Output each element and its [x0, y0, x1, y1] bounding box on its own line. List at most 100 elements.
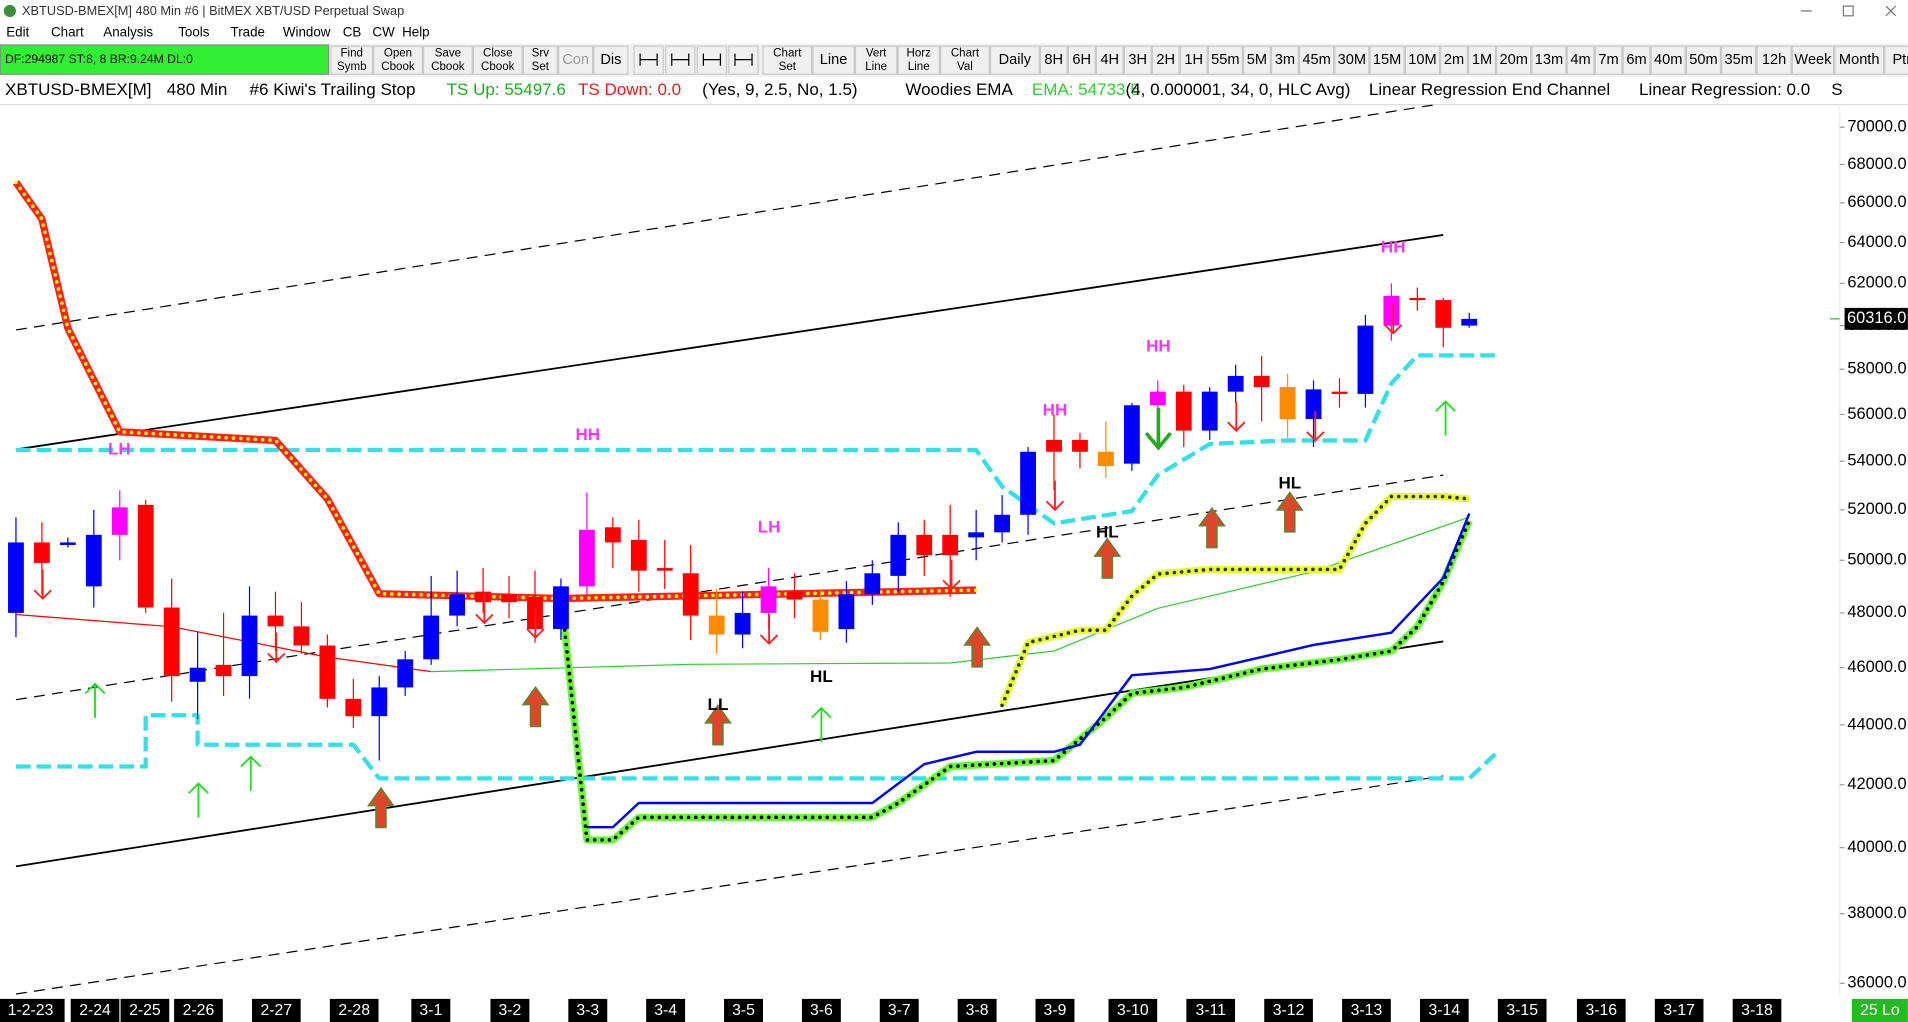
button-label[interactable]: Cbook: [431, 61, 465, 73]
button-label[interactable]: 1H: [1184, 52, 1203, 68]
button-label[interactable]: Month: [1839, 52, 1880, 68]
button-label[interactable]: Ptr: [1892, 52, 1908, 68]
toolbar-button[interactable]: [762, 45, 813, 75]
menu-item[interactable]: Help: [402, 24, 430, 39]
icon-glyph[interactable]: [734, 53, 753, 66]
button-label[interactable]: 1M: [1472, 52, 1492, 68]
toolbar-button[interactable]: [1496, 45, 1532, 75]
button-label[interactable]: Week: [1794, 52, 1832, 68]
button-label[interactable]: 15M: [1373, 52, 1401, 68]
menu-item[interactable]: Analysis: [103, 24, 153, 39]
toolbar-button[interactable]: [422, 45, 473, 75]
toolbar-button[interactable]: [1834, 45, 1885, 75]
window-controls[interactable]: [1800, 5, 1897, 17]
toolbar-button[interactable]: [1039, 45, 1068, 75]
button-label[interactable]: 35m: [1725, 52, 1753, 68]
toolbar-button[interactable]: [1334, 45, 1370, 75]
icon-glyph[interactable]: [639, 53, 658, 66]
toolbar-button[interactable]: [1095, 45, 1124, 75]
button-label[interactable]: 3m: [1275, 52, 1295, 68]
toolbar-button[interactable]: [557, 45, 594, 75]
toolbar-button[interactable]: [940, 45, 990, 75]
menu-item[interactable]: Edit: [6, 24, 29, 39]
button-label[interactable]: 6H: [1072, 52, 1091, 68]
button-label[interactable]: Chart: [951, 48, 980, 60]
button-label[interactable]: 50m: [1689, 52, 1717, 68]
button-label[interactable]: 13m: [1535, 52, 1563, 68]
toolbar-button[interactable]: [989, 45, 1040, 75]
button-label[interactable]: Val: [957, 61, 973, 73]
icon-glyph[interactable]: [702, 53, 722, 66]
button-label[interactable]: 20m: [1499, 52, 1527, 68]
button-label[interactable]: Cbook: [481, 61, 515, 73]
toolbar-button[interactable]: [1369, 45, 1405, 75]
button-label[interactable]: 4H: [1100, 52, 1119, 68]
button-label[interactable]: Vert: [866, 48, 887, 60]
button-label[interactable]: Open: [384, 48, 412, 60]
button-label[interactable]: 4m: [1570, 52, 1590, 68]
close[interactable]: [1885, 5, 1897, 17]
button-label[interactable]: Line: [865, 61, 887, 73]
menu-item[interactable]: CW: [372, 24, 395, 39]
button-label[interactable]: Set: [532, 61, 550, 73]
toolbar-button[interactable]: [1721, 45, 1757, 75]
toolbar-button[interactable]: [1685, 45, 1722, 75]
button-label[interactable]: 30M: [1338, 52, 1366, 68]
button-label[interactable]: 2H: [1156, 52, 1175, 68]
toolbar-button[interactable]: [1622, 45, 1651, 75]
toolbar-button[interactable]: [1151, 45, 1180, 75]
menu-item[interactable]: Trade: [231, 24, 265, 39]
toolbar-button[interactable]: [1404, 45, 1441, 75]
button-label[interactable]: Daily: [999, 52, 1032, 68]
button-label[interactable]: Chart: [773, 48, 802, 60]
toolbar-button[interactable]: [1179, 45, 1208, 75]
toolbar-button[interactable]: [1207, 45, 1243, 75]
menu-item[interactable]: Tools: [178, 24, 210, 39]
button-label[interactable]: 8H: [1044, 52, 1063, 68]
toolbar-button[interactable]: [1756, 45, 1792, 75]
button-label[interactable]: Close: [483, 48, 513, 60]
button-label[interactable]: 40m: [1654, 52, 1682, 68]
button-label[interactable]: Con: [562, 52, 589, 68]
toolbar-button[interactable]: [1650, 45, 1686, 75]
toolbar-button[interactable]: [897, 45, 941, 75]
toolbar-button[interactable]: [812, 45, 855, 75]
button-label[interactable]: 6m: [1626, 52, 1646, 68]
button-label[interactable]: Cbook: [381, 61, 415, 73]
button-label[interactable]: 55m: [1211, 52, 1239, 68]
toolbar-button[interactable]: [330, 45, 374, 75]
button-label[interactable]: 12h: [1762, 52, 1786, 68]
button-label[interactable]: 10M: [1408, 52, 1436, 68]
toolbar-button[interactable]: [1440, 45, 1469, 75]
toolbar-button[interactable]: [1468, 45, 1497, 75]
button-label[interactable]: Horz: [907, 48, 932, 60]
button-label[interactable]: Save: [435, 48, 461, 60]
toolbar-button[interactable]: [373, 45, 423, 75]
button-label[interactable]: 3H: [1128, 52, 1147, 68]
button-label[interactable]: Symb: [337, 61, 367, 73]
button-label[interactable]: Line: [820, 52, 848, 68]
button-label[interactable]: Srv: [532, 48, 550, 60]
toolbar-button[interactable]: [1884, 45, 1908, 75]
toolbar-button[interactable]: [1067, 45, 1096, 75]
toolbar-button[interactable]: [854, 45, 898, 75]
toolbar-button[interactable]: [1531, 45, 1567, 75]
button-label[interactable]: Dis: [600, 52, 621, 68]
toolbar-button[interactable]: [1566, 45, 1595, 75]
menu-item[interactable]: Window: [283, 24, 331, 39]
toolbar-button[interactable]: [1270, 45, 1299, 75]
button-label[interactable]: Line: [908, 61, 930, 73]
toolbar-button[interactable]: [1594, 45, 1623, 75]
toolbar-button[interactable]: [1298, 45, 1335, 75]
toolbar-button[interactable]: [593, 45, 629, 75]
icon-button[interactable]: [728, 45, 759, 75]
menu-item[interactable]: CB: [343, 24, 362, 39]
menu-item[interactable]: Chart: [51, 24, 84, 39]
toolbar-button[interactable]: [1242, 45, 1271, 75]
button-label[interactable]: Set: [779, 61, 797, 73]
button-label[interactable]: 7m: [1598, 52, 1618, 68]
button-label[interactable]: Find: [341, 48, 363, 60]
toolbar-button[interactable]: [472, 45, 523, 75]
button-label[interactable]: 5M: [1247, 52, 1267, 68]
icon-glyph[interactable]: [671, 53, 690, 66]
